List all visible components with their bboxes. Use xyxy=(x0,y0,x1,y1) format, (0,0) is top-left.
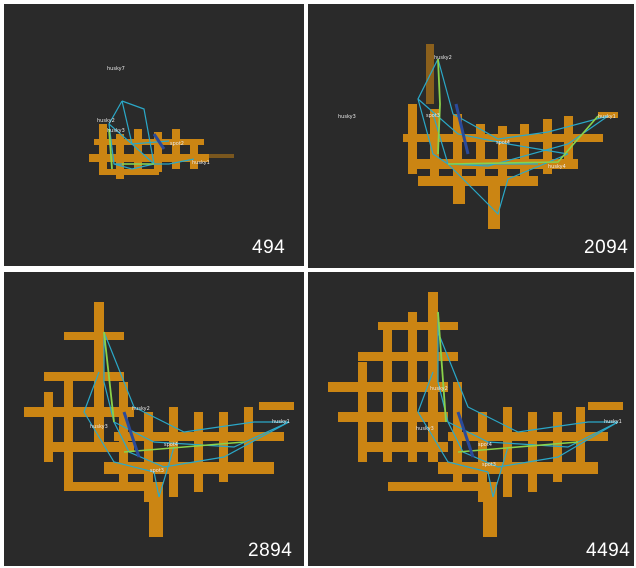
robot-label: husky1 xyxy=(604,419,622,425)
pose-graph-4494 xyxy=(417,311,619,498)
map-wall xyxy=(114,432,284,441)
map-wall xyxy=(44,442,134,452)
occupancy-map-494 xyxy=(89,124,234,179)
map-wall xyxy=(378,322,458,330)
panel-frame-494: husky7 husky2 husky3 spot2 husky1 494 xyxy=(4,4,304,266)
map-wall xyxy=(598,112,618,118)
robot-label: husky3 xyxy=(416,426,434,432)
map-wall xyxy=(498,126,507,186)
robot-label: spot3 xyxy=(150,468,164,474)
robot-label: husky3 xyxy=(90,424,108,430)
map-view-2094: husky2 husky3 spot3 spot4 husky1 husky4 xyxy=(338,44,618,229)
pose-graph-2094 xyxy=(417,58,609,216)
robot-label: husky4 xyxy=(548,164,566,170)
map-wall xyxy=(520,124,529,179)
map-wall xyxy=(99,124,107,174)
map-wall xyxy=(64,372,73,482)
map-wall xyxy=(219,412,228,482)
frame-number: 2894 xyxy=(248,540,293,561)
map-wall xyxy=(44,392,53,462)
robot-labels-2094: husky2 husky3 spot3 spot4 husky1 husky4 xyxy=(338,55,616,170)
map-wall xyxy=(408,312,417,462)
map-wall xyxy=(194,412,203,492)
map-wall xyxy=(169,407,178,497)
occupancy-map-4494 xyxy=(328,292,623,537)
map-view-4494: husky2 husky3 spot4 spot3 husky1 xyxy=(328,292,623,537)
map-wall xyxy=(448,432,608,441)
map-wall xyxy=(528,412,537,492)
map-wall xyxy=(174,154,234,158)
pose-graph-2894 xyxy=(83,331,290,498)
map-wall xyxy=(358,362,367,462)
occupancy-map-2094 xyxy=(403,44,618,229)
map-wall xyxy=(476,124,485,184)
panel-frame-2094: husky2 husky3 spot3 spot4 husky1 husky4 … xyxy=(308,4,634,268)
map-wall xyxy=(259,402,294,410)
robot-label: spot4 xyxy=(478,442,492,448)
map-wall xyxy=(144,412,153,502)
map-wall xyxy=(172,129,180,169)
panel-frame-2894: husky2 husky3 spot4 spot3 husky1 2894 xyxy=(4,272,304,566)
panel-frame-4494: husky2 husky3 spot4 spot3 husky1 4494 xyxy=(308,272,634,566)
map-wall xyxy=(430,109,439,179)
map-wall xyxy=(503,407,512,497)
robot-label: spot3 xyxy=(482,462,496,468)
robot-label: husky1 xyxy=(192,160,210,166)
map-view-2894: husky2 husky3 spot4 spot3 husky1 xyxy=(24,302,294,537)
robot-label: husky2 xyxy=(132,406,150,412)
map-wall xyxy=(453,114,462,179)
robot-labels-494: husky7 husky2 husky3 spot2 husky1 xyxy=(97,66,210,166)
map-wall xyxy=(64,482,144,491)
map-wall xyxy=(338,412,448,422)
robot-label: spot4 xyxy=(164,442,178,448)
map-wall xyxy=(89,154,209,162)
map-wall xyxy=(543,119,552,174)
robot-label: husky2 xyxy=(97,118,115,124)
robot-label: husky1 xyxy=(272,419,290,425)
pose-graph-494 xyxy=(108,100,195,170)
map-wall xyxy=(44,372,124,381)
map-wall xyxy=(24,407,134,417)
frame-number: 494 xyxy=(252,237,286,258)
map-wall xyxy=(453,184,465,204)
map-wall xyxy=(488,179,500,229)
map-wall xyxy=(383,322,392,462)
map-wall xyxy=(588,402,623,410)
map-wall xyxy=(388,482,478,491)
map-wall xyxy=(553,412,562,482)
map-wall xyxy=(154,132,162,172)
map-wall xyxy=(94,139,204,145)
robot-labels-4494: husky2 husky3 spot4 spot3 husky1 xyxy=(416,386,622,468)
map-wall xyxy=(134,129,142,174)
panel-divider xyxy=(308,268,634,270)
map-wall xyxy=(64,332,124,340)
map-wall xyxy=(478,412,487,502)
robot-label: spot4 xyxy=(496,140,510,146)
robot-label: spot3 xyxy=(426,113,440,119)
map-view-494: husky7 husky2 husky3 spot2 husky1 xyxy=(89,66,234,179)
robot-label: spot2 xyxy=(170,141,184,147)
robot-label: husky3 xyxy=(338,114,356,120)
map-wall xyxy=(358,442,448,452)
robot-label: husky2 xyxy=(434,55,452,61)
map-wall xyxy=(418,176,538,186)
robot-label: husky2 xyxy=(430,386,448,392)
robot-label: husky3 xyxy=(107,128,125,134)
occupancy-map-2894 xyxy=(24,302,294,537)
frame-number: 2094 xyxy=(584,237,629,258)
robot-label: husky7 xyxy=(107,66,125,72)
frame-number: 4494 xyxy=(586,540,631,561)
map-wall xyxy=(104,462,274,474)
map-wall xyxy=(99,169,159,175)
map-wall xyxy=(438,462,598,474)
map-wall xyxy=(428,292,438,462)
robot-label: husky1 xyxy=(598,114,616,120)
robot-labels-2894: husky2 husky3 spot4 spot3 husky1 xyxy=(90,406,290,474)
